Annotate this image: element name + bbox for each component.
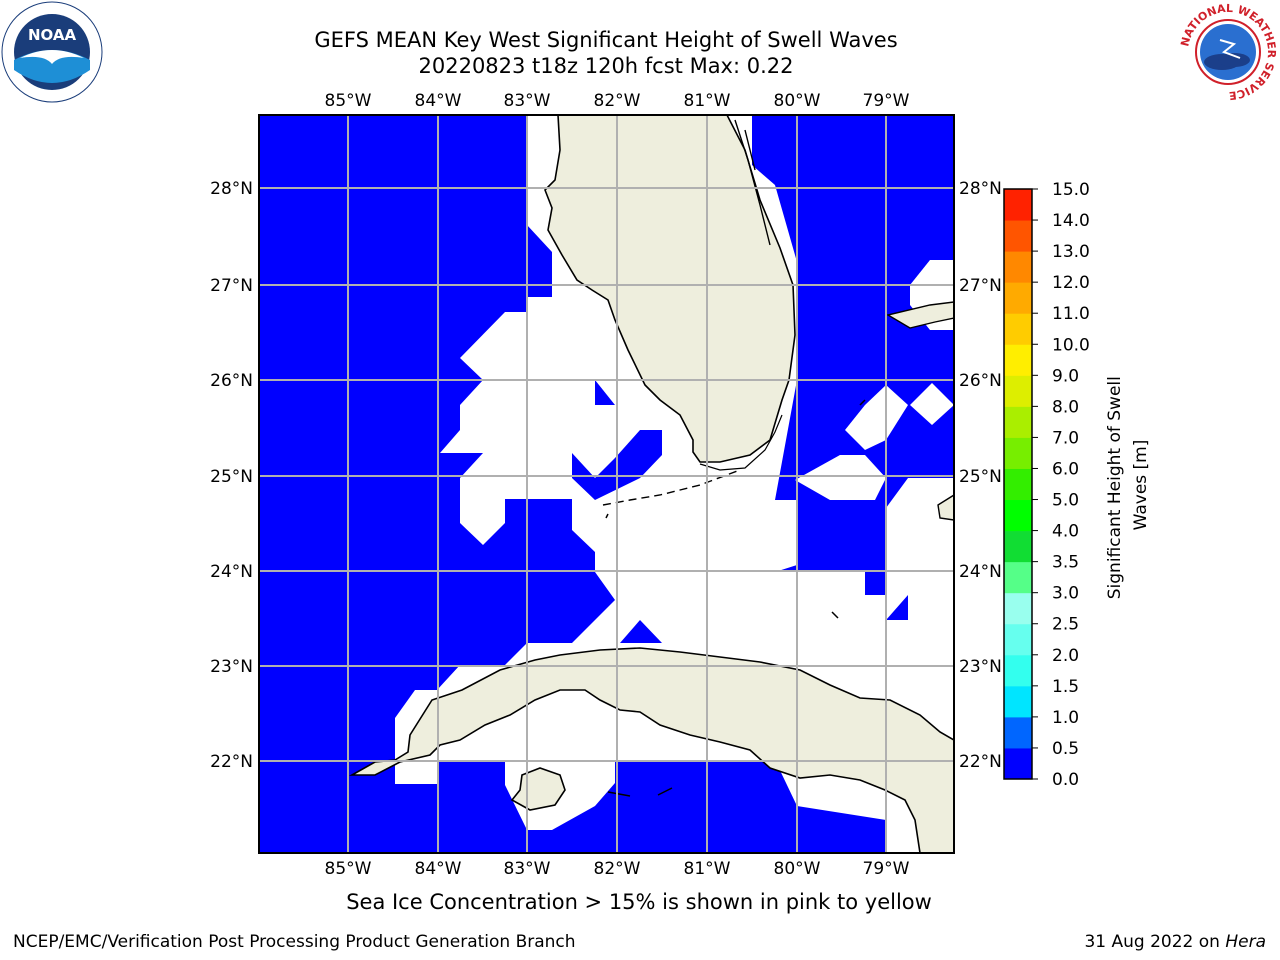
colorbar-tick-label: 3.5 [1052,553,1079,573]
colorbar-tick-label: 1.5 [1052,677,1079,697]
lon-label: 80°W [774,859,821,879]
colorbar-tick-label: 9.0 [1052,366,1079,386]
footer-branch: NCEP/EMC/Verification Post Processing Pr… [13,932,576,952]
colorbar-tick-label: 2.5 [1052,615,1079,635]
colorbar-segment [1004,747,1032,780]
lat-labels-right: 28°N 27°N 26°N 25°N 24°N 23°N 22°N [959,179,1002,772]
lon-label: 81°W [684,859,731,879]
colorbar-segment [1004,623,1032,656]
lat-label: 25°N [210,467,253,487]
colorbar-tick-label: 7.0 [1052,428,1079,448]
lon-labels-top: 85°W 84°W 83°W 82°W 81°W 80°W 79°W [325,91,910,111]
colorbar-segment [1004,654,1032,687]
map-area [259,115,954,853]
lon-label: 85°W [325,859,372,879]
colorbar-segment [1004,282,1032,314]
lat-label: 22°N [210,752,253,772]
lon-label: 84°W [415,859,462,879]
graticule [259,115,954,853]
colorbar-tick-label: 5.0 [1052,491,1079,511]
lon-label: 79°W [863,91,910,111]
lat-label: 23°N [959,657,1002,677]
colorbar-tick-label: 3.0 [1052,584,1079,604]
colorbar-tick-label: 11.0 [1052,304,1090,324]
colorbar-segment [1004,561,1032,594]
colorbar-segment [1004,499,1032,532]
colorbar-tick-label: 13.0 [1052,242,1090,262]
lon-labels-bottom: 85°W 84°W 83°W 82°W 81°W 80°W 79°W [325,859,910,879]
lon-label: 83°W [504,91,551,111]
lat-label: 22°N [959,752,1002,772]
colorbar-tick-label: 6.0 [1052,459,1079,479]
lon-label: 85°W [325,91,372,111]
colorbar-tick-label: 12.0 [1052,273,1090,293]
lat-label: 26°N [959,371,1002,391]
lat-label: 25°N [959,467,1002,487]
footer-date-text: 31 Aug 2022 on [1084,932,1226,952]
isla-juventud [510,767,566,811]
lat-label: 28°N [210,179,253,199]
lon-label: 82°W [594,859,641,879]
colorbar-tick-label: 0.5 [1052,739,1079,759]
colorbar-tick-label: 0.0 [1052,770,1079,790]
lat-label: 24°N [210,562,253,582]
sea-ice-note: Sea Ice Concentration > 15% is shown in … [346,890,932,914]
lon-label: 84°W [415,91,462,111]
colorbar-frame [1003,188,1033,780]
colorbar-segment [1004,592,1032,625]
colorbar-segment [1004,406,1032,438]
lat-labels-left: 28°N 27°N 26°N 25°N 24°N 23°N 22°N [210,179,253,772]
chart-subtitle: 20220823 t18z 120h fcst Max: 0.22 [418,54,794,78]
colorbar-segment [1004,344,1032,376]
noaa-logo-text: NOAA [28,26,77,44]
map-frame [258,114,955,854]
colorbar-segment [1004,437,1032,469]
lat-label: 23°N [210,657,253,677]
colorbar-segment [1004,468,1032,501]
colorbar-segment [1004,251,1032,283]
lat-label: 28°N [959,179,1002,199]
nws-logo: NATIONAL WEATHER SERVICE [1178,2,1278,102]
lat-label: 24°N [959,562,1002,582]
lat-label: 27°N [210,276,253,296]
lon-label: 82°W [594,91,641,111]
lat-label: 26°N [210,371,253,391]
colorbar-segment [1004,685,1032,718]
cuba-land [348,647,954,853]
colorbar-segment [1004,716,1032,749]
lon-label: 80°W [774,91,821,111]
colorbar-tick-label: 2.0 [1052,646,1079,666]
colorbar-tick-label: 8.0 [1052,397,1079,417]
noaa-logo: NOAA [1,1,103,103]
colorbar: 0.0 0.5 1.0 1.5 2.0 2.5 3.0 3.5 4.0 5.0 6.0 7.0 8.0 9… [1003,180,1090,790]
colorbar-tick-label: 15.0 [1052,180,1090,200]
colorbar-segment [1004,189,1032,221]
colorbar-segment [1004,375,1032,407]
lon-label: 83°W [504,859,551,879]
lon-label: 79°W [863,859,910,879]
colorbar-tick-label: 1.0 [1052,708,1079,728]
colorbar-tick-label: 10.0 [1052,335,1090,355]
footer-host: Hera [1225,932,1266,952]
colorbar-segment [1004,530,1032,563]
lon-label: 81°W [684,91,731,111]
colorbar-tick-label: 4.0 [1052,522,1079,542]
colorbar-segment [1004,220,1032,252]
lat-label: 27°N [959,276,1002,296]
colorbar-segment [1004,313,1032,345]
chart-title: GEFS MEAN Key West Significant Height of… [314,28,898,52]
colorbar-label: Significant Height of Swell Waves [m] [1105,371,1151,600]
colorbar-tick-label: 14.0 [1052,211,1090,231]
footer-date: 31 Aug 2022 on Hera [1084,932,1266,952]
